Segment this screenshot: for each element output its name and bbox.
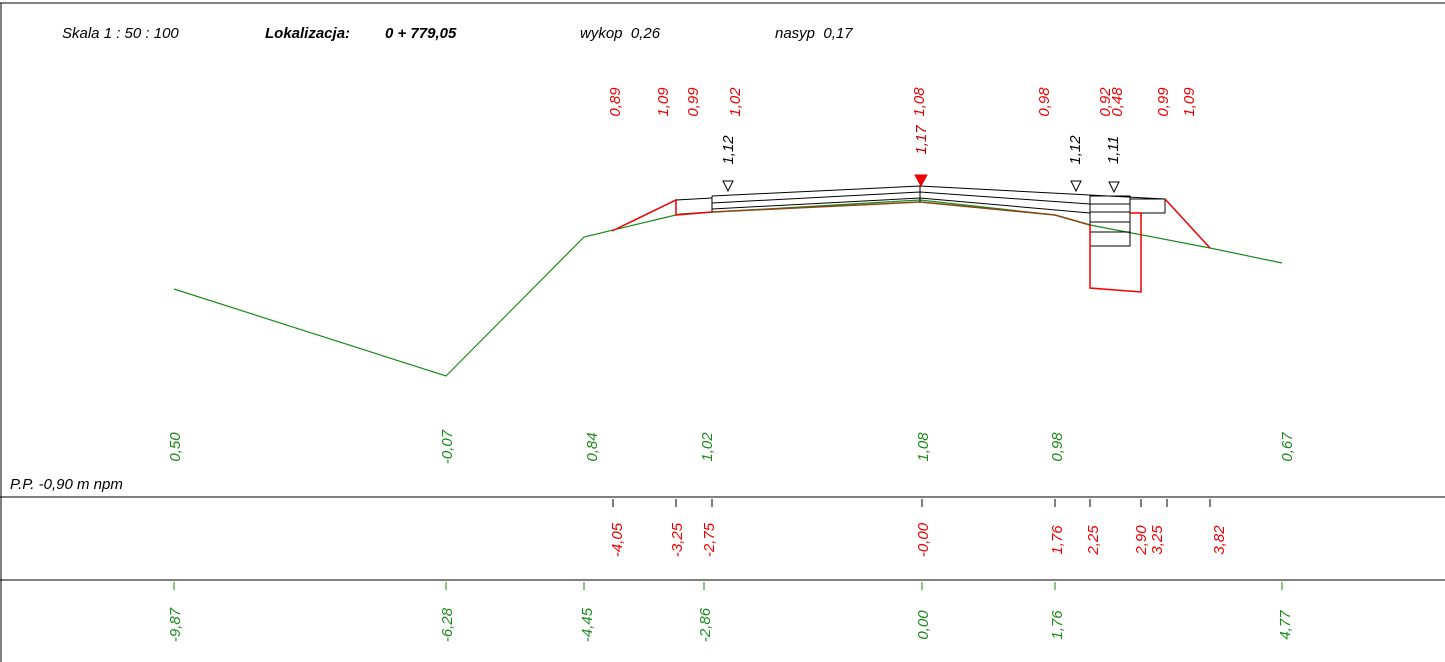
design-offset: -2,75 [701,522,718,557]
ground-level: 1,02 [699,432,716,462]
ground-offset: 0,00 [915,610,932,640]
fill: nasyp 0,17 [775,25,853,42]
location-value: 0 + 779,05 [385,25,457,42]
ground-level: 0,67 [1279,432,1296,462]
red-level: 0,98 [1036,87,1053,117]
road-surface [711,185,1166,200]
subgrade [711,201,1091,226]
ground-offset: -2,86 [697,607,714,642]
slope-left [611,198,713,232]
shoulder-left [675,197,713,201]
shoulder [1130,198,1166,214]
design-offset: 3,82 [1211,525,1228,555]
ground-offset: -4,45 [579,607,596,642]
red-level: 0,99 [1155,87,1172,117]
ground-offset: 4,77 [1277,610,1294,640]
axis-level: 1,17 [913,125,930,155]
ground-offset: -9,87 [167,607,184,642]
design-offset: 2,25 [1085,525,1102,556]
design-offset: 2,90 [1133,525,1150,556]
axis-marker [914,174,928,188]
datum: P.P. -0,90 m npm [10,476,123,493]
design-offset: 3,25 [1149,525,1166,555]
ground-level: 0,98 [1049,432,1066,462]
red-level: 0,92 [1097,87,1114,117]
level-marker [1070,180,1082,193]
design-level: 1,12 [720,135,737,165]
ground-line [173,199,1283,377]
design-offset: 1,76 [1049,525,1066,555]
ground-level: 1,08 [915,432,932,462]
level-marker [1108,181,1120,194]
red-level: 1,09 [1181,87,1198,117]
design-offset: -4,05 [609,522,626,557]
design-level: 1,12 [1067,135,1084,165]
location-label: Lokalizacja: [265,25,350,42]
red-level: 1,08 [911,87,928,117]
design-offset: -0,00 [915,522,932,557]
red-level: 0,99 [685,87,702,117]
red-level: 0,89 [607,87,624,117]
road-layer [711,191,1130,205]
scale: Skala 1 : 50 : 100 [62,25,179,42]
level-marker [722,180,734,193]
red-level: 1,02 [727,87,744,117]
ground-level: 0,50 [167,432,184,462]
red-level: 1,09 [655,87,672,117]
trench [1089,212,1142,293]
design-offset: -3,25 [669,522,686,557]
ground-offset: 1,76 [1049,610,1066,640]
design-level: 1,11 [1105,136,1122,164]
cut: wykop 0,26 [580,25,661,42]
ground-offset: -6,28 [439,607,456,642]
red-level: 0,48 [1109,87,1126,117]
curb-block [1089,195,1131,247]
slope-right [1164,198,1211,249]
ground-level: 0,84 [584,432,601,461]
ground-level: -0,07 [439,429,456,464]
